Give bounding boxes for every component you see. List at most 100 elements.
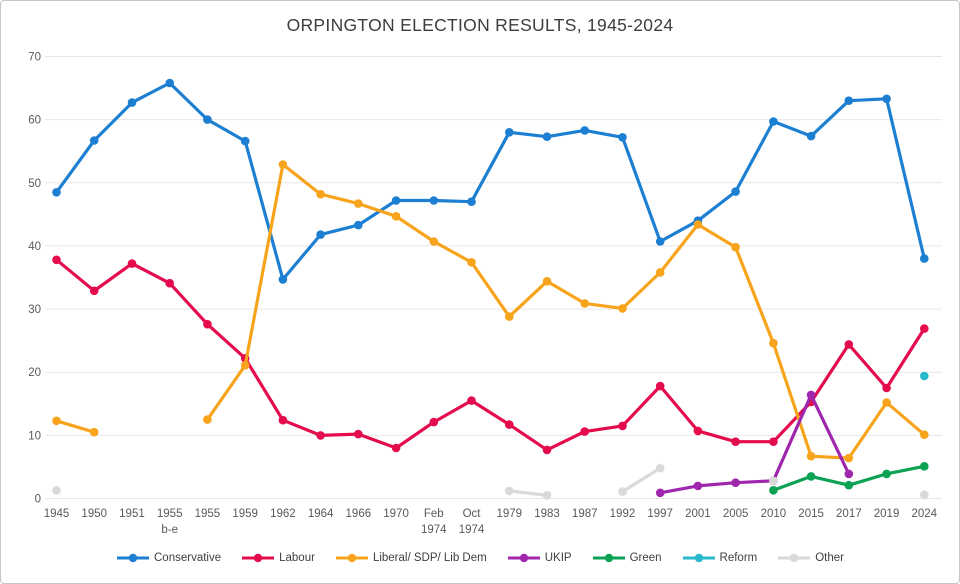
data-point-other xyxy=(52,486,61,495)
y-tick-label: 70 xyxy=(28,52,41,64)
legend-marker-icon xyxy=(682,553,715,563)
y-tick-label: 30 xyxy=(28,304,41,316)
x-tick-label: 1951 xyxy=(119,508,145,520)
data-point-labour xyxy=(391,443,401,453)
x-tick-label: 2019 xyxy=(874,508,900,520)
x-tick-label: 1970 xyxy=(383,508,409,520)
data-point-labour xyxy=(89,286,99,296)
x-tick-label: 1945 xyxy=(44,508,70,520)
data-point-conservative xyxy=(769,117,778,126)
series-line-conservative xyxy=(54,81,926,281)
x-tick-label: 2024 xyxy=(912,508,938,520)
data-point-conservative xyxy=(542,132,552,141)
series-line-liberal-sdp-lib-dem xyxy=(205,162,926,460)
data-point-ukip xyxy=(693,481,703,491)
data-point-labour xyxy=(882,383,891,393)
data-point-conservative xyxy=(844,96,854,105)
data-point-labour xyxy=(165,278,174,288)
data-point-conservative xyxy=(580,126,589,135)
data-point-liberal-sdp-lib-dem xyxy=(203,415,212,424)
data-point-labour xyxy=(844,340,854,349)
data-point-liberal-sdp-lib-dem xyxy=(278,160,288,169)
data-point-green xyxy=(844,480,854,490)
data-point-liberal-sdp-lib-dem xyxy=(693,220,703,229)
data-point-liberal-sdp-lib-dem xyxy=(882,398,891,407)
x-tick-label: 1983 xyxy=(534,508,560,520)
data-point-liberal-sdp-lib-dem xyxy=(429,237,439,246)
data-point-labour xyxy=(127,259,137,268)
x-tick-label: 1997 xyxy=(647,508,673,520)
data-point-conservative xyxy=(505,128,514,137)
series-line-other xyxy=(620,466,662,494)
y-tick-label: 0 xyxy=(35,494,41,506)
chart-title: ORPINGTON ELECTION RESULTS, 1945-2024 xyxy=(286,15,674,35)
data-point-ukip xyxy=(731,478,740,488)
x-tick-label: 2005 xyxy=(723,508,749,520)
x-tick-label: 1955 b-e xyxy=(157,508,183,536)
data-point-liberal-sdp-lib-dem xyxy=(655,268,665,277)
legend-label-conservative: Conservative xyxy=(154,552,222,564)
data-point-other xyxy=(920,490,929,500)
x-tick-label: Oct 1974 xyxy=(459,508,485,536)
data-point-other xyxy=(655,463,665,473)
x-tick-label: Feb 1974 xyxy=(421,508,447,536)
data-point-labour xyxy=(920,324,929,333)
data-point-conservative xyxy=(920,254,929,263)
data-point-conservative xyxy=(52,188,61,197)
data-point-conservative xyxy=(278,275,288,284)
x-tick-label: 1966 xyxy=(346,508,372,520)
data-point-other xyxy=(618,487,627,496)
legend-label-ukip: UKIP xyxy=(544,552,572,564)
data-point-labour xyxy=(769,437,778,447)
data-point-liberal-sdp-lib-dem xyxy=(542,277,552,286)
data-point-liberal-sdp-lib-dem xyxy=(920,430,929,440)
data-point-labour xyxy=(316,431,325,440)
data-point-conservative xyxy=(806,131,816,141)
data-point-liberal-sdp-lib-dem xyxy=(806,451,816,461)
legend-item-reform: Reform xyxy=(682,552,757,564)
data-point-reform xyxy=(920,371,929,381)
data-point-labour xyxy=(467,396,476,405)
data-point-labour xyxy=(505,420,514,429)
legend-item-labour: Labour xyxy=(241,552,315,564)
x-tick-label: 2017 xyxy=(836,508,862,520)
legend-item-conservative: Conservative xyxy=(116,552,221,564)
data-point-conservative xyxy=(354,220,363,230)
data-point-other xyxy=(769,476,778,486)
legend-marker-icon xyxy=(117,553,149,563)
legend-label-other: Other xyxy=(815,552,844,564)
data-point-labour xyxy=(580,427,589,436)
data-point-labour xyxy=(354,429,363,439)
data-point-liberal-sdp-lib-dem xyxy=(505,312,514,321)
y-tick-label: 10 xyxy=(28,430,41,442)
data-point-liberal-sdp-lib-dem xyxy=(769,338,778,348)
data-point-labour xyxy=(52,255,61,265)
y-tick-label: 40 xyxy=(28,241,41,253)
data-point-conservative xyxy=(165,78,174,88)
x-tick-label: 2010 xyxy=(761,508,787,520)
x-tick-label: 2015 xyxy=(798,508,824,520)
series-line-liberal-sdp-lib-dem xyxy=(54,419,96,434)
data-point-labour xyxy=(429,417,439,427)
data-point-conservative xyxy=(882,94,891,104)
data-point-green xyxy=(920,462,929,471)
data-point-liberal-sdp-lib-dem xyxy=(844,453,854,463)
data-point-labour xyxy=(693,426,703,436)
data-point-green xyxy=(882,469,891,479)
data-point-other xyxy=(505,486,514,496)
data-point-conservative xyxy=(203,115,212,124)
x-tick-label: 1964 xyxy=(308,508,334,520)
data-point-conservative xyxy=(655,237,665,246)
data-point-labour xyxy=(618,421,627,431)
series-line-labour xyxy=(54,258,926,452)
x-tick-label: 1979 xyxy=(496,508,522,520)
data-point-conservative xyxy=(316,230,325,239)
legend-label-green: Green xyxy=(629,552,662,564)
data-point-labour xyxy=(278,415,288,425)
data-point-liberal-sdp-lib-dem xyxy=(391,212,401,221)
x-tick-label: 1992 xyxy=(610,508,636,520)
data-point-conservative xyxy=(391,196,401,205)
legend-label-liberal-sdp-lib-dem: Liberal/ SDP/ Lib Dem xyxy=(372,552,487,564)
data-point-conservative xyxy=(89,136,99,145)
